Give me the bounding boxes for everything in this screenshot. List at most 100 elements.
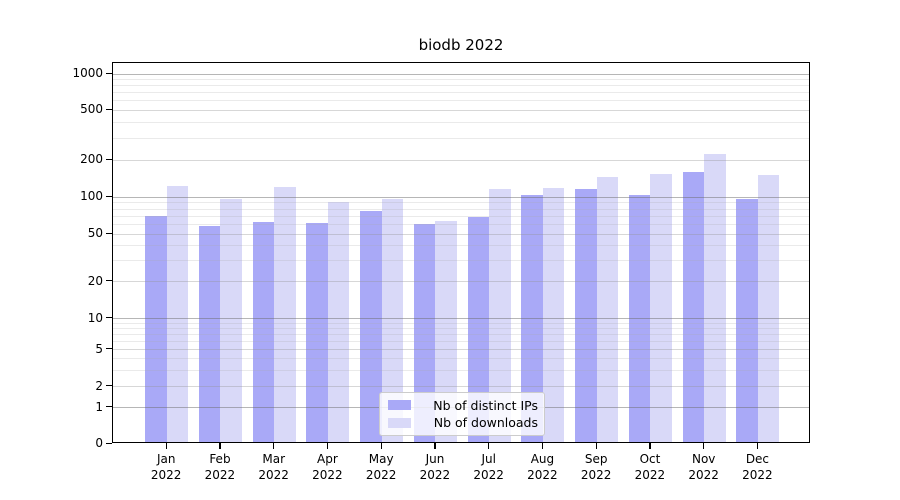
x-tick-mark [488, 443, 490, 449]
x-tick-mark [434, 443, 436, 449]
bar-downloads-sep [596, 177, 619, 442]
bar-distinct-ips-feb [198, 226, 221, 442]
y-tick-mark [106, 317, 112, 319]
y-tick-label-500: 500 [80, 102, 103, 117]
legend-swatch-downloads [388, 417, 411, 428]
legend-label-downloads: Nb of downloads [433, 415, 538, 431]
y-tick-mark [106, 385, 112, 387]
bar-distinct-ips-nov [682, 171, 705, 442]
y-tick-mark [106, 108, 112, 111]
bar-distinct-ips-dec [736, 199, 758, 442]
gridline-3 [113, 369, 809, 371]
x-tick-label-may: May 2022 [365, 452, 397, 482]
legend-item-distinct-ips: Nb of distinct IPs [388, 398, 538, 413]
bar-distinct-ips-jan [145, 215, 167, 442]
x-tick-label-jun: Jun 2022 [419, 452, 451, 482]
gridline-10 [113, 318, 809, 320]
bar-downloads-jun [435, 220, 457, 442]
x-tick-label-mar: Mar 2022 [258, 452, 289, 482]
y-tick-mark [106, 195, 112, 198]
gridline-90 [113, 202, 809, 204]
gridline-60 [113, 224, 809, 226]
y-tick-label-100: 100 [80, 189, 103, 204]
x-tick-mark [326, 443, 329, 449]
bar-downloads-oct [650, 173, 672, 442]
y-tick-label-20: 20 [87, 273, 103, 288]
gridline-70 [113, 215, 809, 217]
gridline-20 [113, 281, 809, 283]
x-tick-label-nov: Nov 2022 [688, 452, 719, 482]
y-tick-mark [106, 348, 112, 350]
gridline-400 [113, 121, 809, 123]
x-tick-mark [595, 443, 597, 449]
bar-downloads-jan [166, 186, 189, 442]
bar-downloads-may [381, 198, 404, 442]
gridline-500 [113, 109, 809, 111]
y-tick-mark [106, 280, 112, 282]
gridline-8 [113, 328, 809, 330]
bar-distinct-ips-may [360, 211, 382, 442]
legend-swatch-distinct-ips [388, 400, 411, 411]
y-tick-mark [106, 442, 112, 444]
gridline-600 [113, 100, 809, 102]
y-tick-label-10: 10 [87, 310, 103, 325]
gridline-7 [113, 334, 809, 336]
bar-distinct-ips-apr [306, 222, 328, 442]
y-tick-label-0: 0 [95, 436, 103, 450]
gridline-900 [113, 79, 809, 81]
bar-distinct-ips-mar [252, 221, 275, 442]
y-tick-mark [106, 232, 112, 235]
x-tick-mark [165, 443, 167, 449]
y-tick-label-2: 2 [95, 378, 103, 393]
x-tick-label-jan: Jan 2022 [150, 452, 182, 482]
y-tick-mark [106, 158, 112, 161]
x-tick-mark [219, 443, 221, 449]
y-tick-label-1: 1 [95, 399, 103, 414]
x-tick-label-apr: Apr 2022 [312, 452, 343, 482]
gridline-4 [113, 358, 809, 360]
x-tick-mark [649, 443, 651, 449]
bar-distinct-ips-sep [575, 189, 597, 442]
gridline-50 [113, 233, 809, 235]
chart-title: biodb 2022 [418, 36, 504, 54]
x-tick-mark [380, 443, 382, 449]
gridline-2 [113, 386, 809, 388]
plot-area [112, 62, 810, 443]
gridline-100 [113, 196, 809, 198]
gridlines-layer [113, 63, 809, 442]
bar-downloads-nov [704, 154, 726, 442]
gridline-6 [113, 341, 809, 343]
y-tick-label-1000: 1000 [72, 66, 103, 81]
x-tick-mark [273, 443, 275, 449]
bar-downloads-apr [327, 202, 350, 442]
legend-label-distinct-ips: Nb of distinct IPs [433, 397, 538, 413]
y-tick-label-5: 5 [95, 341, 103, 356]
y-tick-label-50: 50 [87, 226, 103, 241]
bar-downloads-feb [220, 198, 242, 442]
gridline-1000 [113, 73, 809, 75]
gridline-9 [113, 322, 809, 324]
x-tick-label-jul: Jul 2022 [473, 452, 504, 482]
bar-distinct-ips-jun [413, 224, 436, 442]
y-tick-label-200: 200 [80, 152, 103, 167]
y-tick-mark [106, 72, 112, 75]
gridline-40 [113, 245, 809, 247]
x-tick-label-aug: Aug 2022 [527, 452, 558, 482]
x-tick-mark [756, 443, 759, 449]
y-tick-mark [106, 406, 112, 408]
x-tick-label-dec: Dec 2022 [742, 452, 773, 482]
bar-downloads-aug [542, 187, 565, 442]
bar-distinct-ips-jul [467, 217, 490, 442]
bars-layer [113, 63, 809, 442]
gridline-200 [113, 159, 809, 161]
legend: Nb of distinct IPs Nb of downloads [379, 392, 545, 436]
x-tick-mark [541, 443, 544, 449]
x-tick-label-sep: Sep 2022 [580, 452, 612, 482]
gridline-5 [113, 349, 809, 351]
bar-downloads-mar [274, 187, 296, 442]
bar-downloads-dec [757, 175, 780, 442]
gridline-800 [113, 85, 809, 87]
gridline-300 [113, 137, 809, 139]
gridline-700 [113, 92, 809, 94]
legend-item-downloads: Nb of downloads [388, 415, 538, 430]
